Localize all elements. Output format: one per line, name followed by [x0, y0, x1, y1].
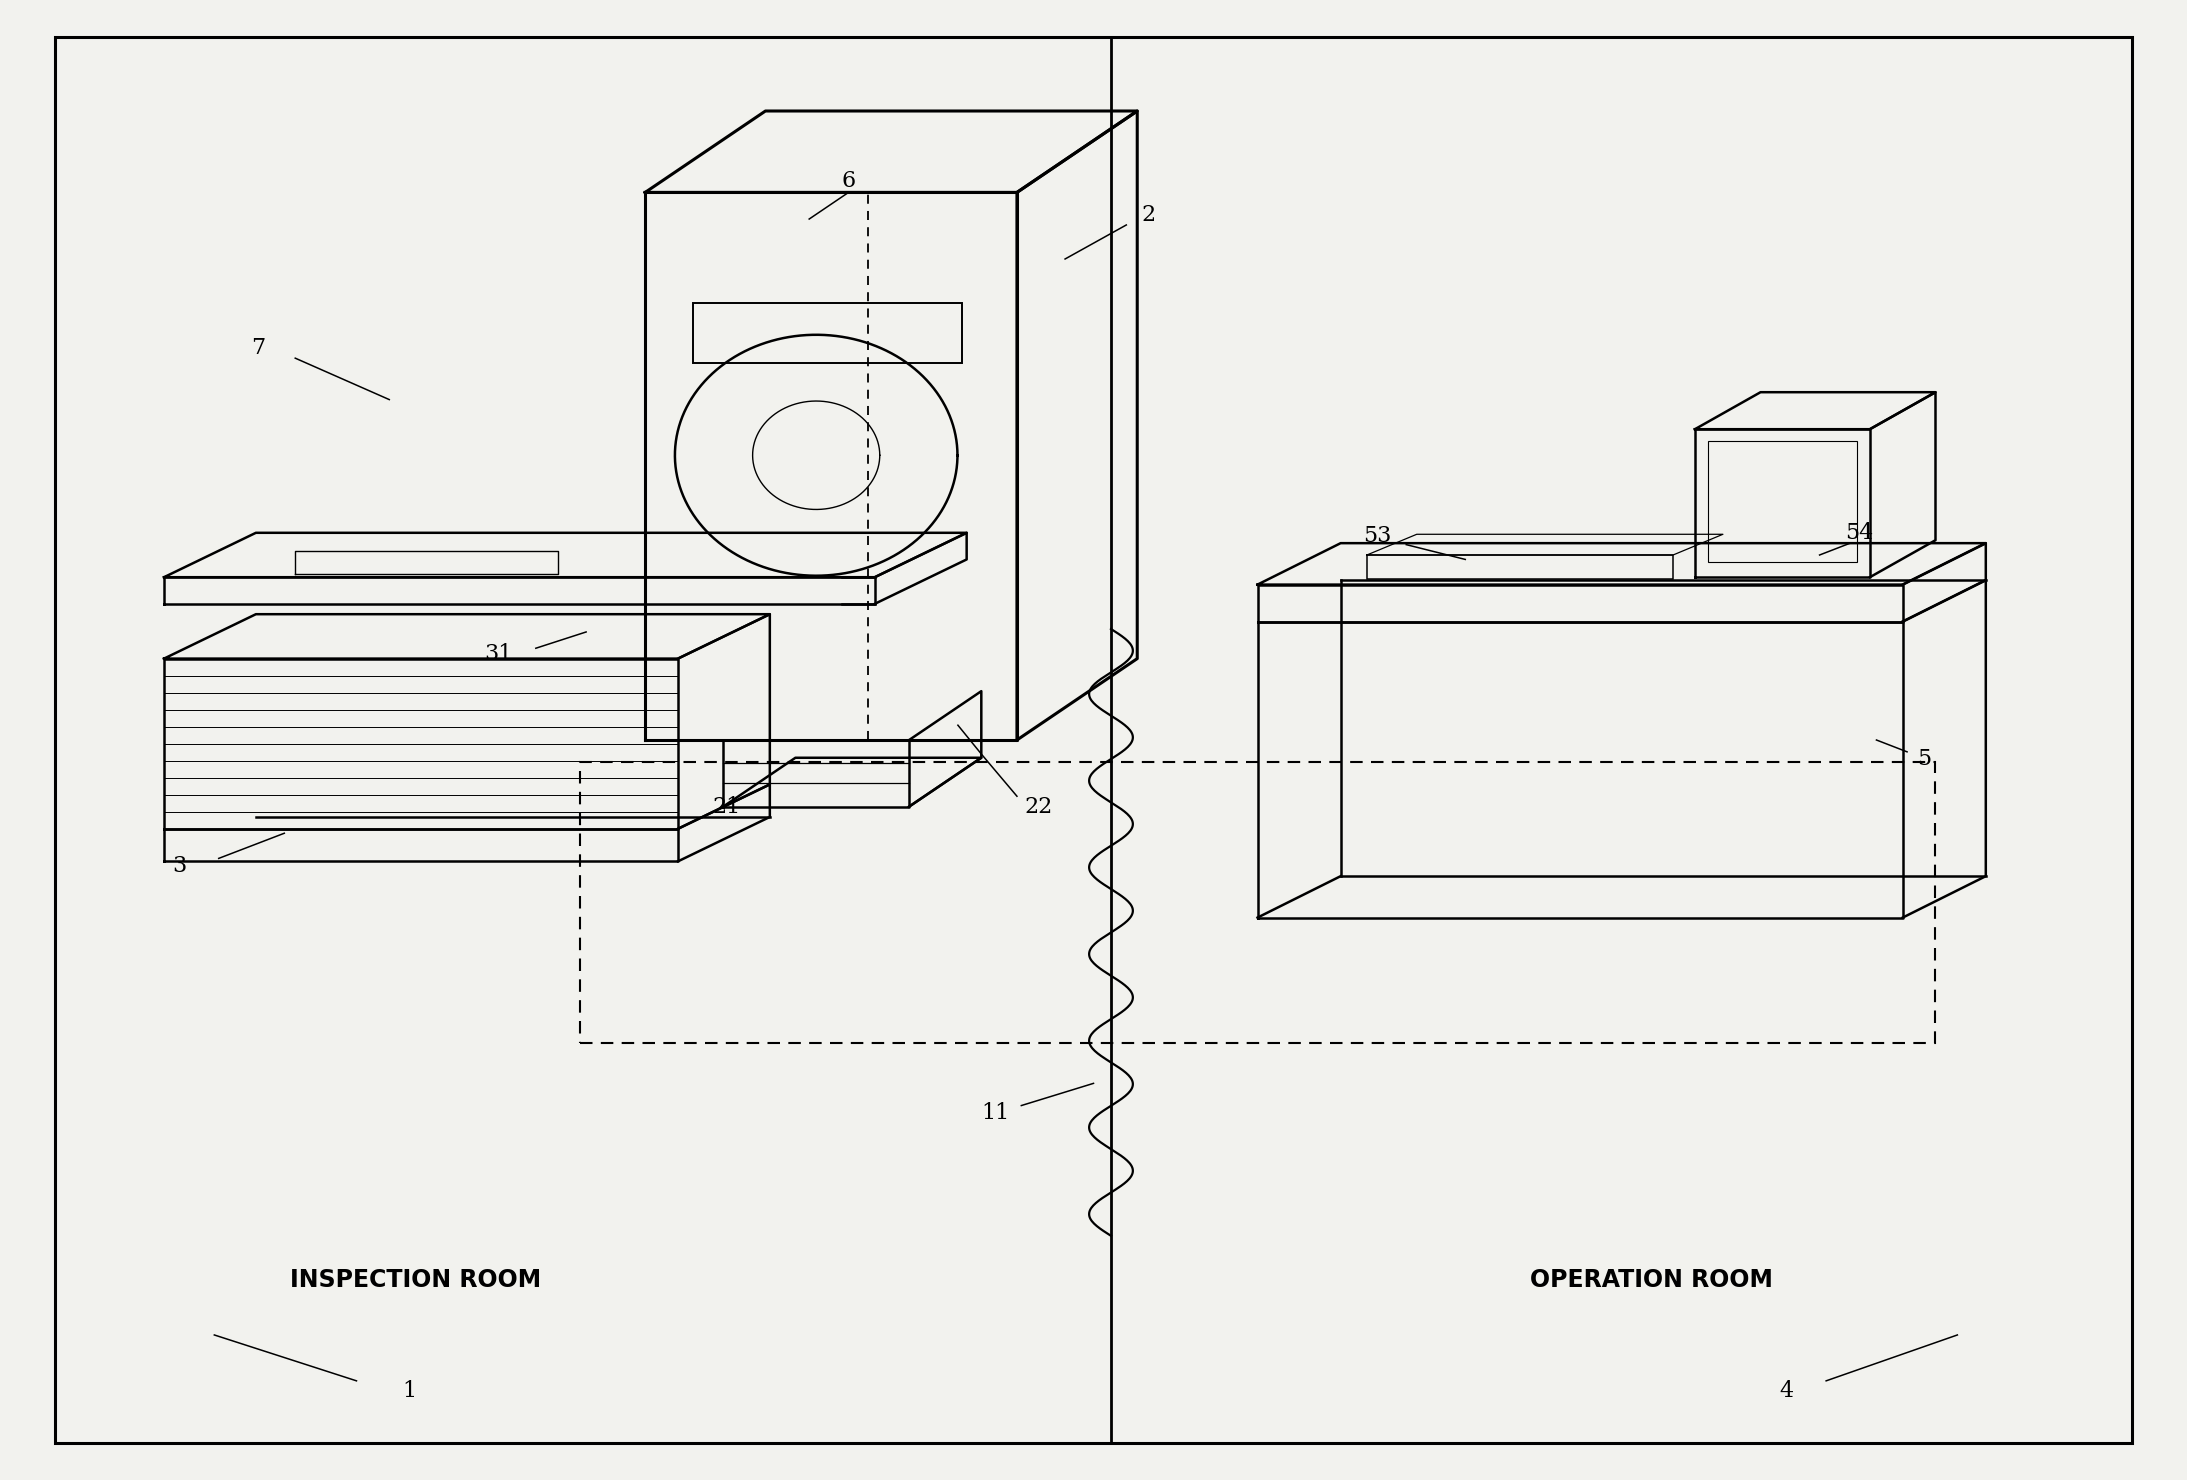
Text: 31: 31 [486, 644, 512, 665]
Text: 2: 2 [1142, 204, 1155, 225]
Bar [580, 762, 1935, 1043]
Text: 7: 7 [252, 337, 265, 358]
Text: 11: 11 [982, 1103, 1008, 1123]
Bar [1708, 441, 1857, 562]
Text: 5: 5 [1918, 749, 1931, 770]
Text: 3: 3 [173, 855, 186, 876]
Text: 53: 53 [1365, 525, 1391, 546]
Text: 1: 1 [402, 1381, 416, 1402]
Text: OPERATION ROOM: OPERATION ROOM [1529, 1268, 1774, 1292]
Bar [1367, 555, 1673, 579]
Bar [693, 303, 962, 363]
Text: 6: 6 [842, 170, 855, 191]
Text: 21: 21 [713, 796, 739, 817]
Text: 22: 22 [1026, 796, 1052, 817]
Text: 4: 4 [1780, 1381, 1793, 1402]
Text: 54: 54 [1846, 522, 1872, 543]
Text: INSPECTION ROOM: INSPECTION ROOM [291, 1268, 540, 1292]
